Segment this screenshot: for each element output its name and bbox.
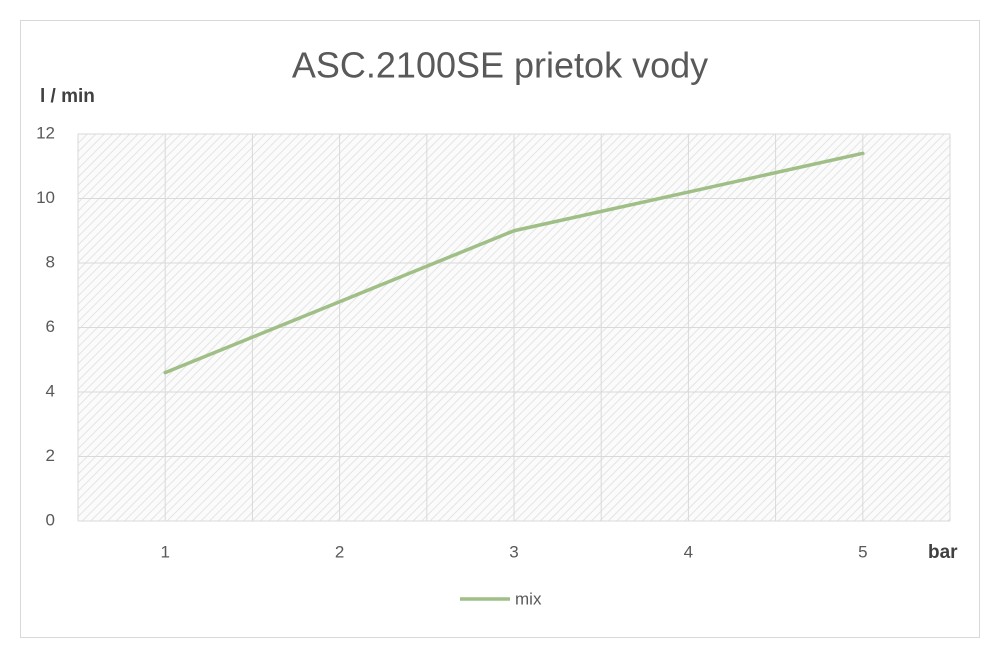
y-tick-label: 2 xyxy=(46,446,55,465)
y-tick-label: 10 xyxy=(36,188,55,207)
y-tick-label: 12 xyxy=(36,123,55,142)
legend-label: mix xyxy=(515,589,542,608)
x-tick-label: 4 xyxy=(684,542,693,561)
x-tick-label: 2 xyxy=(335,542,344,561)
y-axis-label: l / min xyxy=(40,86,95,107)
y-tick-label: 4 xyxy=(46,381,55,400)
y-tick-label: 6 xyxy=(46,317,55,336)
data-line xyxy=(163,151,865,375)
x-tick-label: 3 xyxy=(509,542,518,561)
x-tick-label: 5 xyxy=(858,542,867,561)
x-tick-label: 1 xyxy=(160,542,169,561)
y-tick-label: 0 xyxy=(46,510,55,529)
x-axis-label: bar xyxy=(928,542,958,563)
y-tick-label: 8 xyxy=(46,252,55,271)
chart-title: ASC.2100SE prietok vody xyxy=(292,45,708,86)
